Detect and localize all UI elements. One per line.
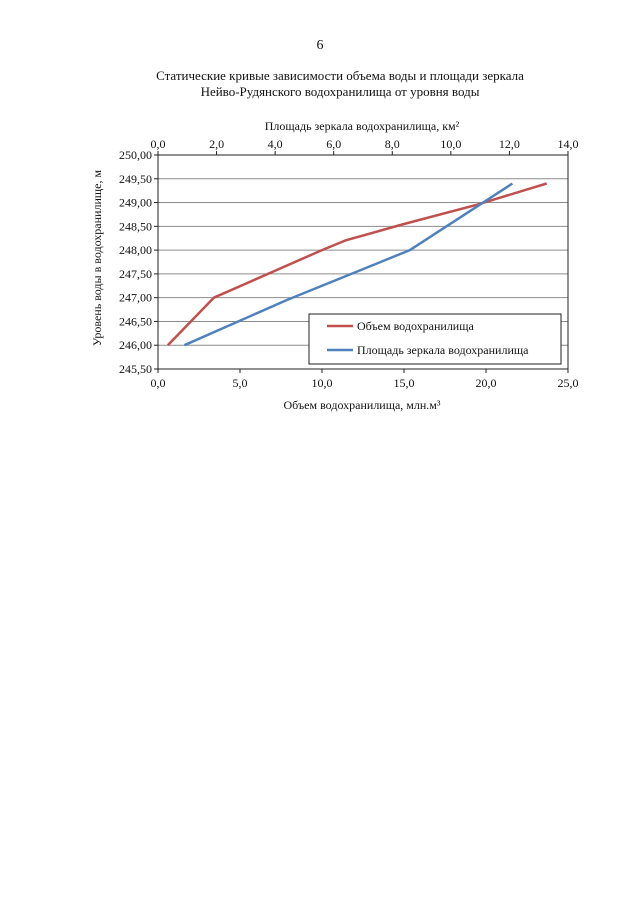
- x-bottom-tick-label: 20,0: [476, 376, 497, 390]
- x-top-tick-label: 2,0: [209, 137, 224, 151]
- x-bottom-tick-label: 15,0: [394, 376, 415, 390]
- x-axis-bottom-label: Объем водохранилища, млн.м³: [284, 398, 441, 412]
- series-lines: [166, 182, 548, 347]
- x-top-tick-label: 0,0: [151, 137, 166, 151]
- legend-label-1: Объем водохранилища: [357, 319, 474, 333]
- legend-box: [308, 313, 562, 365]
- series-line-1: [166, 182, 548, 347]
- legend-label-2: Площадь зеркала водохранилища: [357, 343, 529, 357]
- y-tick-label: 249,50: [119, 172, 152, 186]
- y-tick-label: 248,50: [119, 219, 152, 233]
- x-top-tick-label: 4,0: [268, 137, 283, 151]
- y-tick-label: 250,00: [119, 148, 152, 162]
- legend: Объем водохранилища Площадь зеркала водох…: [308, 313, 562, 365]
- y-tick-label: 245,50: [119, 362, 152, 376]
- x-top-tick-label: 14,0: [558, 137, 579, 151]
- x-axis-top-label: Площадь зеркала водохранилища, км²: [265, 119, 460, 133]
- y-tick-label: 249,00: [119, 196, 152, 210]
- x-top-tick-label: 6,0: [326, 137, 341, 151]
- chart-title-line-2: Нейво-Рудянского водохранилища от уровня…: [200, 84, 480, 99]
- x-top-tick-label: 10,0: [440, 137, 461, 151]
- chart-title-line-1: Статические кривые зависимости объема во…: [156, 68, 524, 83]
- y-tick-label: 246,00: [119, 338, 152, 352]
- chart-title: Статические кривые зависимости объема во…: [80, 68, 600, 100]
- y-tick-label: 248,00: [119, 243, 152, 257]
- y-tick-label: 247,00: [119, 291, 152, 305]
- page-number: 6: [316, 38, 324, 53]
- x-bottom-tick-label: 5,0: [233, 376, 248, 390]
- axes: 250,00 249,50 249,00 248,50 248,00 247,50 247,…: [119, 137, 579, 390]
- x-top-tick-label: 12,0: [499, 137, 520, 151]
- x-bottom-tick-label: 25,0: [558, 376, 579, 390]
- y-tick-label: 247,50: [119, 267, 152, 281]
- x-top-tick-label: 8,0: [385, 137, 400, 151]
- y-axis-label: Уровень воды в водохранилище, м: [90, 170, 104, 347]
- plot-area-frame: [157, 154, 569, 370]
- x-bottom-tick-label: 10,0: [312, 376, 333, 390]
- y-tick-label: 246,50: [119, 314, 152, 328]
- x-bottom-tick-label: 0,0: [151, 376, 166, 390]
- series-line-2: [183, 182, 514, 347]
